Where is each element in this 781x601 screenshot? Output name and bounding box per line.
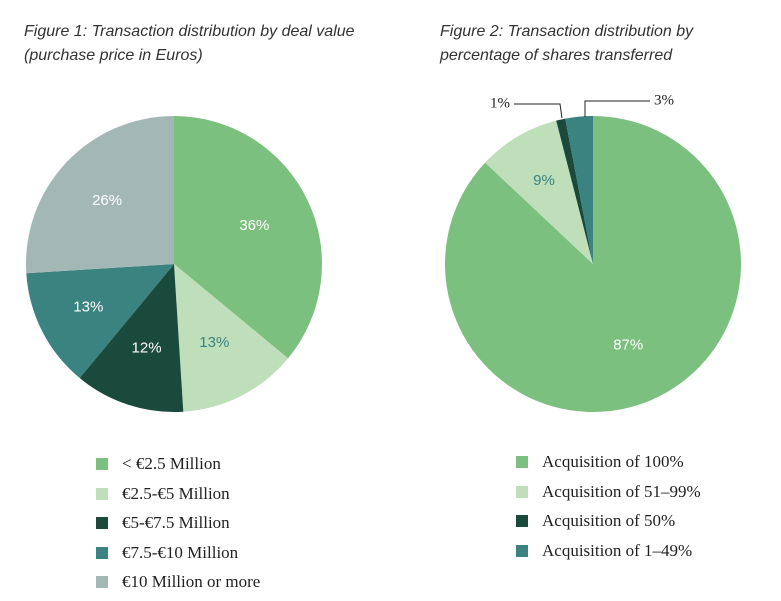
legend-swatch <box>96 487 108 500</box>
pie-chart-shares-transferred: 87% 9% 1% 3% <box>445 92 741 412</box>
leader-line-acquisition-of-50 <box>514 103 563 119</box>
slice-label-10-million-or-more: 26% <box>92 192 122 209</box>
legend-item-2-5-million: < €2.5 Million <box>96 454 221 474</box>
legend-label: €7.5-€10 Million <box>122 542 239 562</box>
slice-label-2-5-5-million: 13% <box>199 334 229 351</box>
legend-item-acquisition-of-51-99: Acquisition of 51–99% <box>516 482 701 502</box>
slice-2-5-million <box>174 116 323 359</box>
legend-swatch <box>96 546 108 559</box>
legend-item-5-7-5-million: €5-€7.5 Million <box>96 513 230 533</box>
legend-swatch <box>96 458 108 470</box>
legend-label: Acquisition of 1–49% <box>542 540 693 560</box>
legend-item-2-5-5-million: €2.5-€5 Million <box>96 484 230 504</box>
slice-2-5-5-million <box>174 264 289 412</box>
slice-label-acquisition-of-50: 1% <box>490 95 510 111</box>
legend-label: €2.5-€5 Million <box>122 483 230 503</box>
legend-label: €10 Million or more <box>122 572 261 591</box>
slice-acquisition-of-51-99 <box>485 120 593 264</box>
leader-line-acquisition-of-1-49 <box>584 100 650 117</box>
slice-5-7-5-million <box>79 264 184 412</box>
legend-swatch <box>516 456 528 468</box>
slice-label-7-5-10-million: 13% <box>73 299 103 316</box>
figure-2-title: Figure 2: Transaction distribution by pe… <box>440 23 694 64</box>
legend-swatch <box>516 544 528 557</box>
legend-label: Acquisition of 50% <box>542 511 676 530</box>
legend-item-10-million-or-more: €10 Million or more <box>96 572 260 592</box>
slice-10-million-or-more <box>25 116 174 274</box>
pie-chart-deal-value: 36% 13% 12% 13% 26% <box>25 116 323 412</box>
legend-label: €5-€7.5 Million <box>122 513 230 532</box>
figure-1-title: Figure 1: Transaction distribution by de… <box>24 23 355 64</box>
legend-swatch <box>516 515 528 527</box>
legend-swatch <box>516 485 528 498</box>
slice-label-acquisition-of-51-99: 9% <box>533 172 555 189</box>
legend-swatch <box>96 576 108 588</box>
slice-label-acquisition-of-100: 87% <box>613 336 643 353</box>
slice-7-5-10-million <box>26 264 175 379</box>
legend-label: < €2.5 Million <box>122 454 221 473</box>
legend-item-7-5-10-million: €7.5-€10 Million <box>96 543 238 563</box>
slice-acquisition-of-50 <box>556 118 593 264</box>
legend-item-acquisition-of-50: Acquisition of 50% <box>516 511 675 531</box>
legend-item-acquisition-of-100: Acquisition of 100% <box>516 452 684 472</box>
slice-label-2-5-million: 36% <box>239 217 269 234</box>
slice-label-acquisition-of-1-49: 3% <box>654 92 674 108</box>
slice-acquisition-of-1-49 <box>565 116 593 264</box>
slice-label-5-7-5-million: 12% <box>132 339 162 356</box>
legend-label: Acquisition of 100% <box>542 452 684 471</box>
legend-label: Acquisition of 51–99% <box>542 481 701 501</box>
legend-swatch <box>96 517 108 529</box>
legend-item-acquisition-of-1-49: Acquisition of 1–49% <box>516 541 692 561</box>
